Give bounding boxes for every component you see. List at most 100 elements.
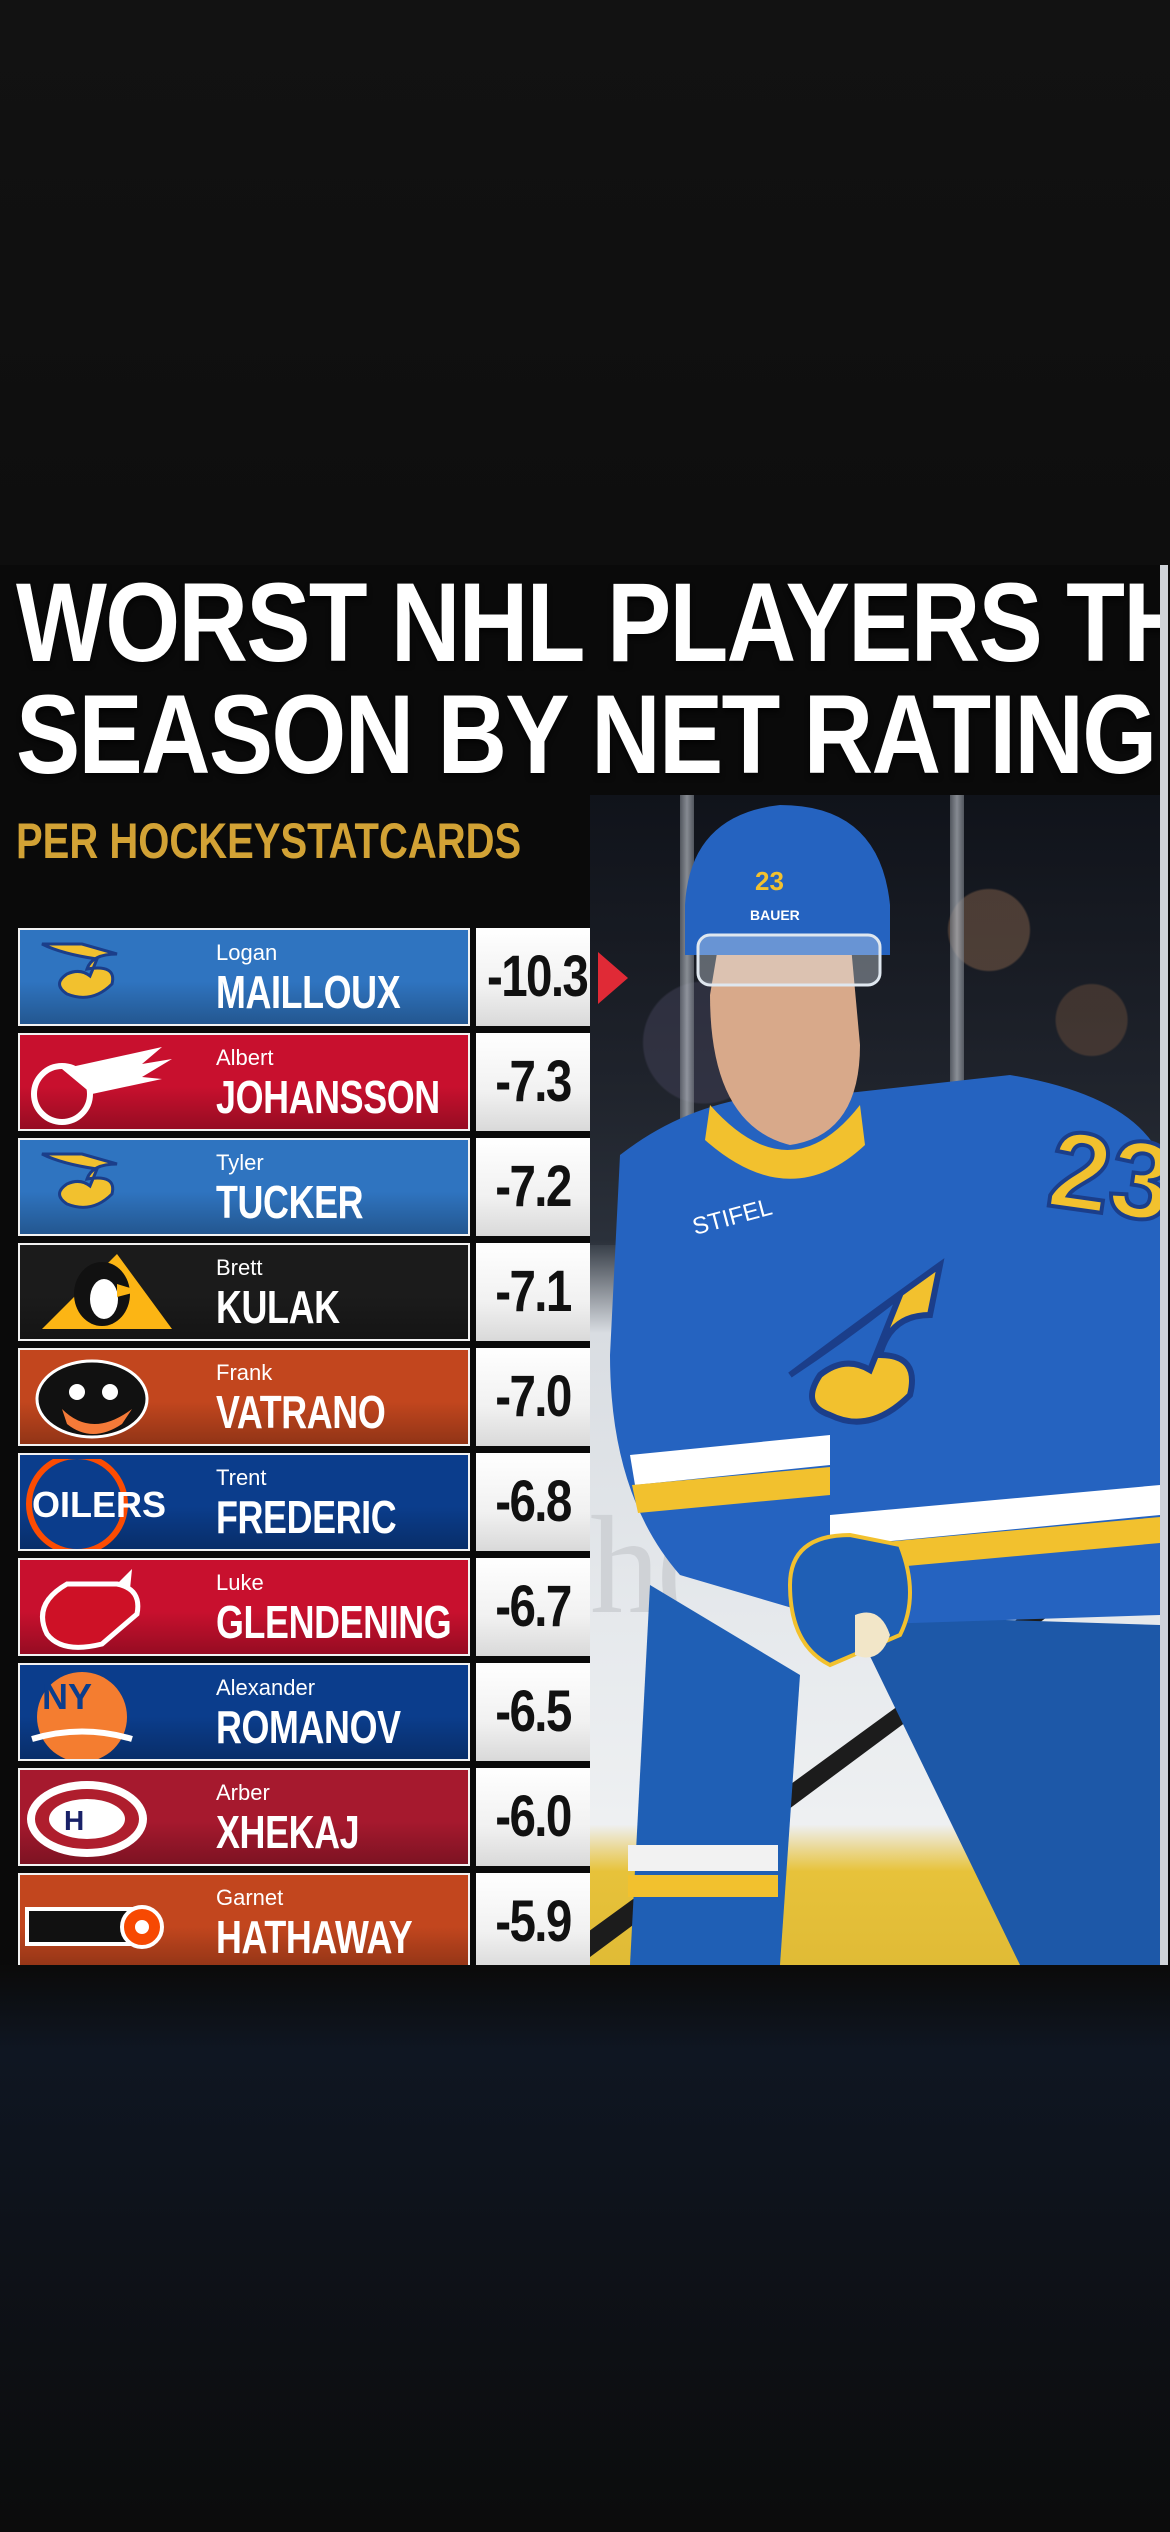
jersey-number-sleeve: 23 [1042, 1107, 1160, 1246]
player-row: Logan MAILLOUX -10.3 [18, 928, 590, 1028]
player-leg-right [850, 1615, 1160, 1965]
ducks-icon [22, 1354, 192, 1444]
player-row: H Arber XHEKAJ -6.0 [18, 1768, 590, 1868]
visor [696, 933, 882, 987]
player-first-name: Luke [216, 1570, 264, 1595]
player-first-name: Alexander [216, 1675, 316, 1700]
jersey-stripe [830, 1485, 1160, 1547]
player-panel: Frank VATRANO [18, 1348, 470, 1446]
net-rating-text: -7.0 [495, 1364, 572, 1429]
net-rating-value: -6.0 [476, 1768, 590, 1866]
player-row: Tyler TUCKER -7.2 [18, 1138, 590, 1238]
player-panel: Brett KULAK [18, 1243, 470, 1341]
devils-icon [22, 1564, 192, 1654]
net-rating-text: -10.3 [486, 944, 589, 1009]
player-figure: STIFEL 23 23 BAUER [590, 795, 1160, 1965]
title-line-1: WORST NHL PLAYERS THIS [16, 565, 1160, 685]
net-rating-text: -6.0 [495, 1784, 572, 1849]
islanders-icon: NY [22, 1669, 192, 1759]
net-rating-value: -6.8 [476, 1453, 590, 1551]
net-rating-value: -6.7 [476, 1558, 590, 1656]
net-rating-text: -6.5 [495, 1679, 572, 1744]
helmet [685, 805, 890, 955]
blues-crest [788, 1258, 945, 1425]
net-rating-value: -7.3 [476, 1033, 590, 1131]
player-photo: h( [590, 795, 1160, 1965]
player-row: Garnet HATHAWAY -5.9 [18, 1873, 590, 1965]
infographic-card: h( [0, 565, 1160, 1965]
player-panel: OILERS Trent FREDERIC [18, 1453, 470, 1551]
player-panel: NY Alexander ROMANOV [18, 1663, 470, 1761]
net-rating-text: -6.8 [495, 1469, 572, 1534]
player-row: Albert JOHANSSON -7.3 [18, 1033, 590, 1133]
player-last-name: GLENDENING [216, 1596, 452, 1648]
player-last-name: VATRANO [216, 1386, 386, 1438]
sock-stripe [628, 1875, 778, 1897]
player-panel: H Arber XHEKAJ [18, 1768, 470, 1866]
svg-text:NY: NY [42, 1676, 92, 1717]
red-wings-icon [22, 1039, 192, 1129]
player-row: Luke GLENDENING -6.7 [18, 1558, 590, 1658]
net-rating-value: -10.3 [476, 928, 590, 1026]
flyers-icon [22, 1879, 192, 1965]
oilers-icon: OILERS [22, 1455, 192, 1549]
blues-note-icon [22, 934, 192, 1024]
card-edge [1160, 565, 1168, 1965]
sock-stripe [628, 1845, 778, 1871]
helmet-brand: BAUER [750, 907, 800, 923]
player-last-name: FREDERIC [216, 1491, 397, 1543]
player-last-name: TUCKER [216, 1176, 364, 1228]
page-title: WORST NHL PLAYERS THIS SEASON BY NET RAT… [16, 565, 1160, 797]
helmet-number: 23 [755, 866, 784, 896]
player-last-name: KULAK [216, 1281, 340, 1333]
jersey-collar [705, 1105, 865, 1179]
highlight-pointer-icon [598, 952, 628, 1004]
player-leg-left [630, 1585, 800, 1965]
player-figure-graphic: STIFEL 23 23 BAUER [590, 805, 1160, 1965]
jersey-stripe [830, 1517, 1160, 1573]
player-panel: Tyler TUCKER [18, 1138, 470, 1236]
net-rating-value: -7.2 [476, 1138, 590, 1236]
jersey-stripe [630, 1435, 830, 1485]
blues-note-icon [22, 1144, 192, 1234]
player-last-name: JOHANSSON [216, 1071, 440, 1123]
net-rating-text: -5.9 [495, 1889, 572, 1954]
jersey-stripe [632, 1467, 830, 1513]
player-panel: Garnet HATHAWAY [18, 1873, 470, 1965]
player-first-name: Garnet [216, 1885, 284, 1910]
net-rating-text: -7.2 [495, 1154, 572, 1219]
net-rating-value: -7.0 [476, 1348, 590, 1446]
player-last-name: HATHAWAY [216, 1911, 413, 1963]
net-rating-text: -7.3 [495, 1049, 572, 1114]
player-first-name: Frank [216, 1360, 273, 1385]
svg-text:OILERS: OILERS [32, 1484, 166, 1525]
player-panel: Luke GLENDENING [18, 1558, 470, 1656]
svg-text:H: H [64, 1805, 84, 1836]
canadiens-icon: H [22, 1774, 192, 1864]
player-face [710, 935, 860, 1145]
player-first-name: Logan [216, 940, 278, 965]
net-rating-value: -5.9 [476, 1873, 590, 1965]
player-first-name: Brett [216, 1255, 263, 1280]
player-panel: Logan MAILLOUX [18, 928, 470, 1026]
net-rating-value: -6.5 [476, 1663, 590, 1761]
player-first-name: Trent [216, 1465, 267, 1490]
player-row: OILERS Trent FREDERIC -6.8 [18, 1453, 590, 1553]
player-first-name: Arber [216, 1780, 270, 1805]
player-last-name: XHEKAJ [216, 1806, 360, 1858]
player-row: Brett KULAK -7.1 [18, 1243, 590, 1343]
player-first-name: Albert [216, 1045, 274, 1070]
net-rating-text: -7.1 [495, 1259, 572, 1324]
player-last-name: ROMANOV [216, 1701, 401, 1753]
player-last-name: MAILLOUX [216, 966, 401, 1018]
player-panel: Albert JOHANSSON [18, 1033, 470, 1131]
player-row: Frank VATRANO -7.0 [18, 1348, 590, 1448]
player-first-name: Tyler [216, 1150, 264, 1175]
penguins-icon [22, 1249, 192, 1339]
source-subtitle: PER HOCKEYSTATCARDS [16, 813, 522, 869]
net-rating-text: -6.7 [495, 1574, 572, 1639]
player-row: NY Alexander ROMANOV -6.5 [18, 1663, 590, 1763]
net-rating-value: -7.1 [476, 1243, 590, 1341]
title-line-2: SEASON BY NET RATING [16, 672, 1157, 797]
